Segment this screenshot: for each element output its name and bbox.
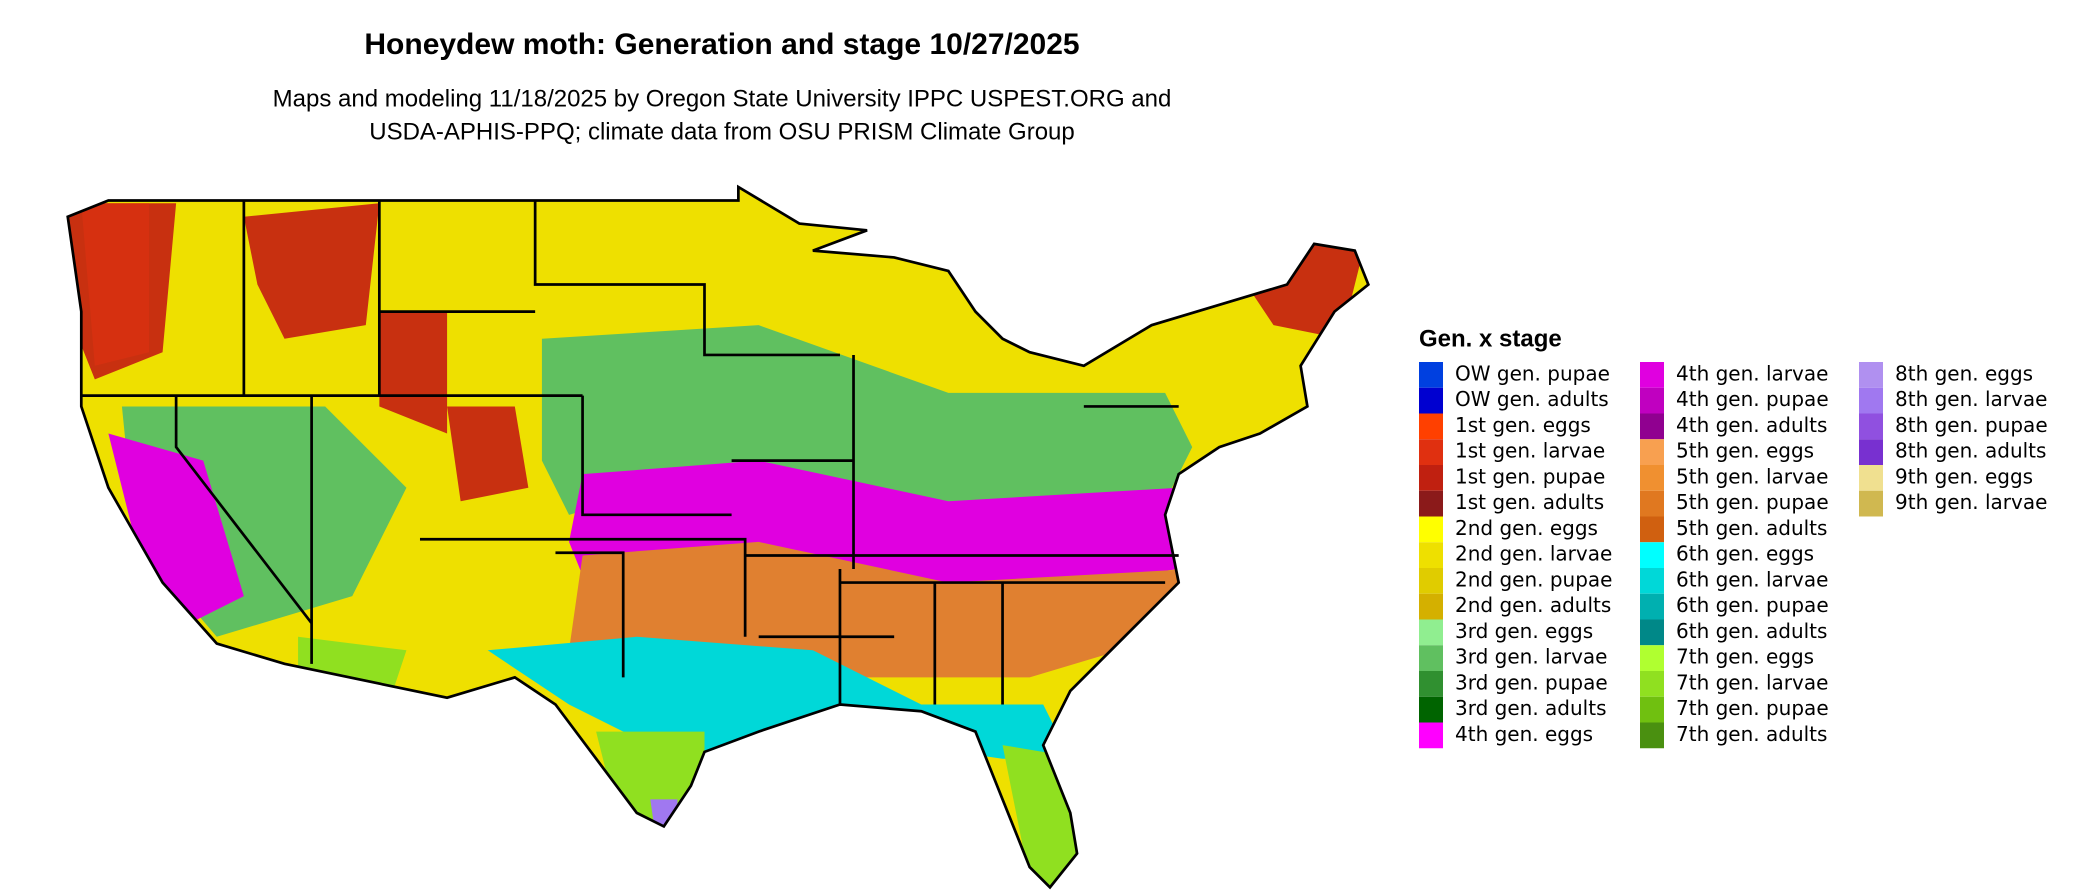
legend-label: 9th gen. larvae bbox=[1895, 490, 2047, 514]
legend-label: 2nd gen. pupae bbox=[1455, 567, 1612, 591]
legend-swatch bbox=[1419, 542, 1443, 568]
legend-label: 9th gen. eggs bbox=[1895, 464, 2033, 488]
legend-label: 8th gen. eggs bbox=[1895, 361, 2033, 385]
legend-swatch bbox=[1640, 490, 1664, 517]
legend-swatch bbox=[1640, 568, 1664, 594]
legend-label: 8th gen. adults bbox=[1895, 439, 2046, 463]
legend-swatch bbox=[1640, 696, 1664, 723]
legend-label: 3rd gen. eggs bbox=[1455, 619, 1593, 643]
legend-swatch bbox=[1640, 413, 1664, 440]
legend-label: 3rd gen. larvae bbox=[1455, 645, 1607, 669]
legend-label: 6th gen. larvae bbox=[1676, 567, 1828, 591]
legend-label: 1st gen. adults bbox=[1455, 490, 1604, 514]
legend-swatch bbox=[1640, 542, 1664, 568]
legend-swatch bbox=[1640, 671, 1664, 697]
legend-swatch bbox=[1640, 516, 1664, 543]
legend-swatch bbox=[1640, 593, 1664, 620]
legend-label: 7th gen. adults bbox=[1676, 722, 1827, 746]
legend-swatch bbox=[1419, 362, 1443, 388]
legend-label: 3rd gen. pupae bbox=[1455, 670, 1608, 694]
legend-label: 5th gen. pupae bbox=[1676, 490, 1829, 514]
legend-swatch bbox=[1640, 722, 1664, 749]
legend-label: OW gen. pupae bbox=[1455, 361, 1610, 385]
legend-swatch bbox=[1419, 439, 1443, 465]
legend-swatch bbox=[1419, 696, 1443, 723]
legend-label: 5th gen. eggs bbox=[1676, 439, 1814, 463]
legend-swatch bbox=[1640, 439, 1664, 465]
state-borders bbox=[66, 184, 1370, 890]
legend-swatch bbox=[1419, 722, 1443, 749]
legend-label: 7th gen. eggs bbox=[1676, 645, 1814, 669]
legend-label: 2nd gen. adults bbox=[1455, 593, 1611, 617]
legend-label: 3rd gen. adults bbox=[1455, 696, 1606, 720]
legend-label: 4th gen. adults bbox=[1676, 413, 1827, 437]
legend-label: 2nd gen. eggs bbox=[1455, 516, 1598, 540]
title: Honeydew moth: Generation and stage 10/2… bbox=[364, 28, 1079, 61]
legend-swatch bbox=[1859, 439, 1883, 465]
legend-swatch bbox=[1419, 568, 1443, 594]
legend-swatch bbox=[1640, 619, 1664, 646]
legend-swatch bbox=[1419, 387, 1443, 414]
legend-label: 1st gen. larvae bbox=[1455, 439, 1605, 463]
legend-label: 8th gen. larvae bbox=[1895, 387, 2047, 411]
legend-swatch bbox=[1419, 413, 1443, 440]
legend-swatch bbox=[1419, 490, 1443, 517]
legend-swatch bbox=[1859, 465, 1883, 491]
legend-swatch bbox=[1859, 387, 1883, 414]
map bbox=[66, 184, 1370, 890]
legend-swatch bbox=[1419, 465, 1443, 491]
subtitle: USDA-APHIS-PPQ; climate data from OSU PR… bbox=[369, 118, 1075, 145]
legend-label: 1st gen. eggs bbox=[1455, 413, 1591, 437]
legend-swatch bbox=[1419, 619, 1443, 646]
legend-swatch bbox=[1640, 362, 1664, 388]
legend-swatch bbox=[1419, 645, 1443, 671]
legend-label: 4th gen. larvae bbox=[1676, 361, 1828, 385]
legend-label: 4th gen. pupae bbox=[1676, 387, 1829, 411]
legend-label: 7th gen. larvae bbox=[1676, 670, 1828, 694]
legend-swatch bbox=[1859, 490, 1883, 517]
legend-label: 7th gen. pupae bbox=[1676, 696, 1829, 720]
legend-label: 5th gen. adults bbox=[1676, 516, 1827, 540]
legend-swatch bbox=[1419, 593, 1443, 620]
legend-label: 4th gen. eggs bbox=[1455, 722, 1593, 746]
legend-swatch bbox=[1859, 362, 1883, 388]
legend-swatch bbox=[1640, 645, 1664, 671]
legend-label: 5th gen. larvae bbox=[1676, 464, 1828, 488]
legend-swatch bbox=[1419, 671, 1443, 697]
legend-label: 6th gen. adults bbox=[1676, 619, 1827, 643]
legend-label: 6th gen. pupae bbox=[1676, 593, 1829, 617]
legend-swatch bbox=[1859, 413, 1883, 440]
legend-title: Gen. x stage bbox=[1419, 325, 1562, 352]
legend-swatch bbox=[1640, 387, 1664, 414]
legend-label: 2nd gen. larvae bbox=[1455, 542, 1612, 566]
legend-label: OW gen. adults bbox=[1455, 387, 1609, 411]
subtitle: Maps and modeling 11/18/2025 by Oregon S… bbox=[273, 85, 1172, 112]
legend-label: 6th gen. eggs bbox=[1676, 542, 1814, 566]
legend-swatch bbox=[1419, 516, 1443, 543]
legend-swatch bbox=[1640, 465, 1664, 491]
legend-label: 1st gen. pupae bbox=[1455, 464, 1605, 488]
legend-label: 8th gen. pupae bbox=[1895, 413, 2048, 437]
